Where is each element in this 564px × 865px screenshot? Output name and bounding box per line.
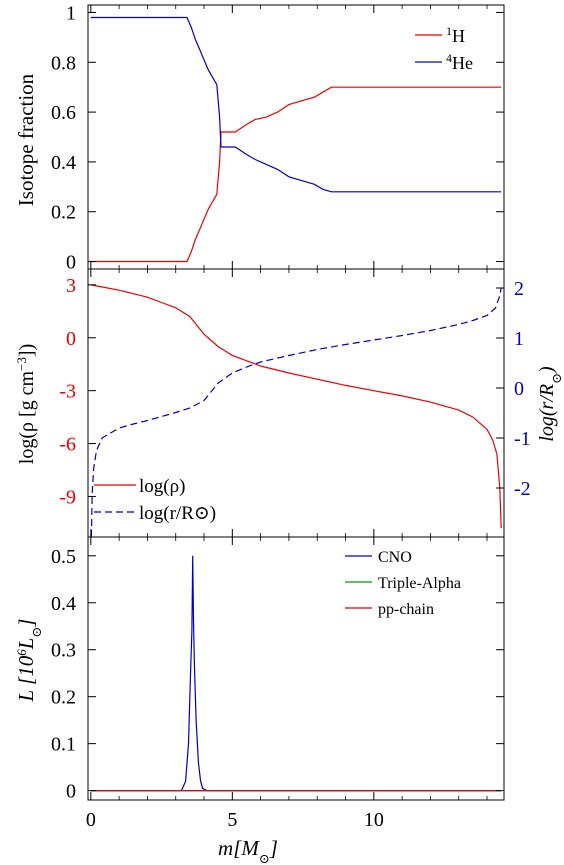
y-axis-label-lum-base: L [10 bbox=[14, 655, 38, 702]
y-tick-label: 1 bbox=[66, 2, 76, 24]
x-tick-label: 10 bbox=[364, 809, 384, 831]
y-axis-label-lum-sub: ⊙ bbox=[29, 627, 44, 638]
y-tick-label: 0.4 bbox=[51, 152, 76, 174]
y-axis-label-density-sup: −3 bbox=[14, 357, 29, 371]
y-axis-label-luminosity: L [106L⊙] bbox=[14, 618, 44, 702]
y-axis-label-density-end: ]) bbox=[16, 344, 38, 357]
series-line-log-r-r- bbox=[90, 287, 502, 537]
y-tick-label: 0.5 bbox=[51, 546, 76, 568]
legend-label: 1H bbox=[446, 24, 465, 46]
y2-axis-label-end: ) bbox=[536, 366, 558, 374]
y-tick-label: 0.2 bbox=[51, 202, 76, 224]
y-tick-label: -3 bbox=[59, 381, 76, 403]
series-line-4he bbox=[90, 16, 502, 193]
y-tick-label: 0.8 bbox=[51, 52, 76, 74]
y-axis-label-density-base: log(ρ [g cm bbox=[16, 371, 38, 465]
y-axis-label-lum-end: L bbox=[14, 638, 38, 651]
legend-label-sup: 1 bbox=[446, 24, 452, 38]
legend-label: 4He bbox=[446, 51, 473, 73]
series-line-log- bbox=[90, 284, 502, 529]
legend-label: pp-chain bbox=[378, 601, 434, 618]
luminosity-panel: 0 5 10 0 0.1 0.2 0.3 0.4 0.5 CNO Triple-Alpha pp-ch… bbox=[51, 536, 505, 831]
x-tick-label: 0 bbox=[86, 809, 96, 831]
y-tick-label: 0 bbox=[66, 328, 76, 350]
legend-label-sup: 4 bbox=[446, 51, 452, 65]
y-tick-label: 0.1 bbox=[51, 734, 76, 756]
y-tick-label: -9 bbox=[59, 486, 76, 508]
y-tick-label: 3 bbox=[66, 275, 76, 297]
y2-tick-label: 2 bbox=[514, 278, 524, 300]
legend-label: log(r/R⊙) bbox=[139, 503, 216, 524]
y-axis-label-lum-close: ] bbox=[14, 618, 38, 627]
legend-label: Triple-Alpha bbox=[378, 575, 461, 592]
y-tick-label: 0 bbox=[66, 781, 76, 803]
x-axis-label-base: m[M bbox=[218, 836, 260, 860]
y-axis-label-lum-sup: 6 bbox=[14, 649, 29, 656]
x-axis-label-end: ] bbox=[269, 836, 278, 860]
legend-label-base: H bbox=[452, 26, 465, 46]
x-axis-label: m[M⊙] bbox=[218, 836, 278, 865]
series-line-cno bbox=[90, 555, 502, 792]
legend-label: log(ρ) bbox=[139, 476, 185, 497]
legend-label: CNO bbox=[378, 549, 412, 566]
y-tick-label: 0.3 bbox=[51, 640, 76, 662]
y2-tick-label: -1 bbox=[514, 428, 531, 450]
y-tick-label: 0.2 bbox=[51, 687, 76, 709]
y2-tick-label: -2 bbox=[514, 478, 531, 500]
y2-tick-label: 0 bbox=[514, 378, 524, 400]
y-axis-label-density: log(ρ [g cm−3]) bbox=[14, 344, 39, 464]
y2-axis-label-sub: ⊙ bbox=[549, 373, 564, 384]
series-line-1h bbox=[90, 86, 502, 263]
x-axis-label-sub: ⊙ bbox=[259, 851, 270, 865]
density-radius-panel: 3 0 -3 -6 -9 2 1 0 -1 -2 log(ρ) log(r/R⊙) bbox=[59, 268, 531, 538]
x-tick-label: 5 bbox=[227, 809, 237, 831]
y-tick-label: 0.4 bbox=[51, 593, 76, 615]
y-tick-label: 0.6 bbox=[51, 102, 76, 124]
y2-axis-label-radius: log(r/R⊙) bbox=[536, 366, 564, 442]
y-tick-label: 0 bbox=[66, 252, 76, 274]
y-tick-label: -6 bbox=[59, 434, 76, 456]
y2-axis-label-base: log(r/R bbox=[536, 384, 558, 442]
y-axis-label-isotope: Isotope fraction bbox=[14, 73, 38, 206]
y2-tick-label: 1 bbox=[514, 328, 524, 350]
panel-frame bbox=[87, 4, 505, 270]
panel-frame bbox=[87, 536, 505, 801]
legend-label-base: He bbox=[452, 53, 473, 73]
